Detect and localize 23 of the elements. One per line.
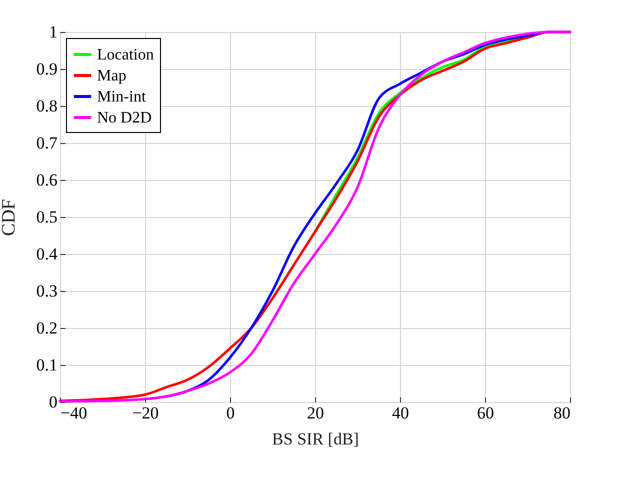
- y-tick-label: 0.6: [36, 170, 58, 190]
- x-tick-label: 20: [307, 404, 324, 422]
- x-tick-label: 40: [392, 404, 409, 422]
- legend-label: Map: [97, 68, 126, 84]
- y-tick-label: 0.7: [36, 134, 58, 152]
- y-tick-label: 0.3: [36, 282, 58, 300]
- legend-label: No D2D: [97, 110, 152, 126]
- x-tick-label: −40: [60, 404, 88, 422]
- x-tick-label: 80: [554, 404, 570, 422]
- legend-label: Min-int: [97, 88, 146, 106]
- x-axis-title: BS SIR [dB]: [272, 430, 359, 448]
- y-axis-title: CDF: [0, 199, 20, 236]
- x-tick-label: 0: [226, 404, 235, 422]
- x-tick-label: −20: [132, 404, 159, 422]
- y-tick-label: 0.8: [36, 96, 58, 116]
- x-tick-label: 60: [477, 404, 494, 422]
- y-tick-label: 0.4: [36, 244, 58, 264]
- y-tick-label: 0.1: [36, 356, 58, 374]
- y-tick-label: 1: [49, 22, 58, 42]
- y-tick-label: 0.2: [36, 318, 58, 338]
- y-tick-label: 0.9: [36, 60, 58, 78]
- legend-label: Location: [97, 46, 154, 64]
- y-tick-label: 0.5: [36, 208, 58, 226]
